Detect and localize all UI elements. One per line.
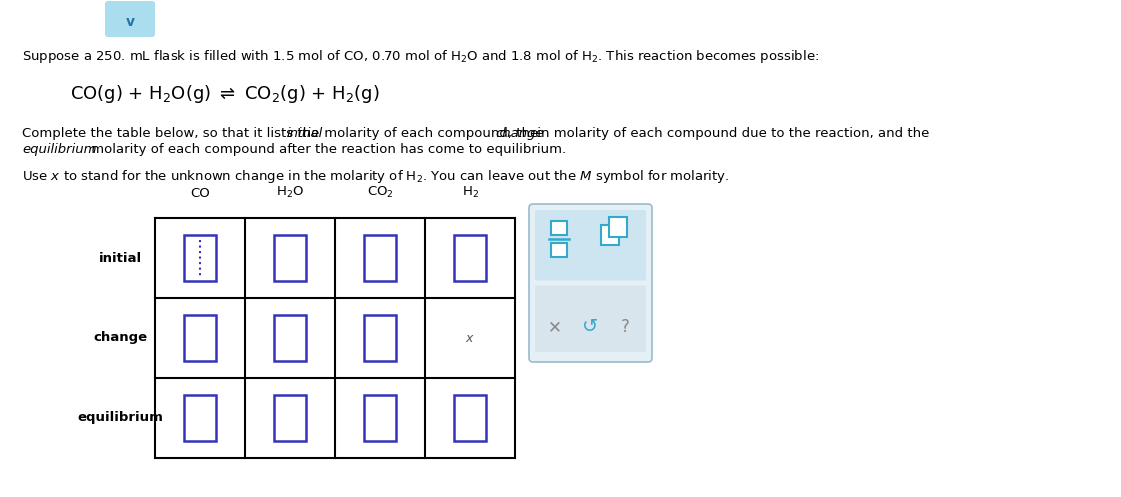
Bar [609,217,627,237]
Text: ↺: ↺ [582,317,599,336]
Bar [184,395,216,441]
Text: initial: initial [99,251,141,264]
Text: Suppose a 250. mL flask is filled with 1.5 mol of CO, 0.70 mol of H$_2$O and 1.8: Suppose a 250. mL flask is filled with 1… [22,48,819,65]
Text: v: v [126,15,135,29]
Text: molarity of each compound, the: molarity of each compound, the [319,127,543,140]
Text: ✕: ✕ [548,318,562,336]
Bar [552,221,567,235]
Bar [601,225,619,245]
Text: in molarity of each compound due to the reaction, and the: in molarity of each compound due to the … [532,127,929,140]
Bar [454,235,487,281]
Text: CO: CO [191,187,210,200]
Text: initial: initial [287,127,323,140]
Text: $x$: $x$ [465,331,475,344]
FancyBboxPatch shape [535,285,646,352]
Text: ?: ? [621,318,629,336]
Text: change: change [93,331,147,344]
Bar [274,235,306,281]
FancyBboxPatch shape [529,204,652,362]
Text: Complete the table below, so that it lists the: Complete the table below, so that it lis… [22,127,324,140]
Text: equilibrium: equilibrium [22,143,96,156]
Bar [364,235,396,281]
Bar [274,395,306,441]
Bar [552,243,567,257]
Text: Use $x$ to stand for the unknown change in the molarity of H$_2$. You can leave : Use $x$ to stand for the unknown change … [22,168,730,185]
Text: CO(g) + H$_2$O(g) $\rightleftharpoons$ CO$_2$(g) + H$_2$(g): CO(g) + H$_2$O(g) $\rightleftharpoons$ C… [70,83,380,105]
Text: molarity of each compound after the reaction has come to equilibrium.: molarity of each compound after the reac… [87,143,566,156]
Bar [184,235,216,281]
FancyBboxPatch shape [105,1,155,37]
Bar [364,395,396,441]
Text: H$_2$O: H$_2$O [276,185,304,200]
Bar [274,315,306,361]
Bar [364,315,396,361]
Bar [454,395,487,441]
Text: change: change [495,127,544,140]
Text: H$_2$: H$_2$ [462,185,479,200]
Text: CO$_2$: CO$_2$ [367,185,393,200]
Text: equilibrium: equilibrium [77,412,163,424]
Bar [184,315,216,361]
FancyBboxPatch shape [535,210,646,280]
